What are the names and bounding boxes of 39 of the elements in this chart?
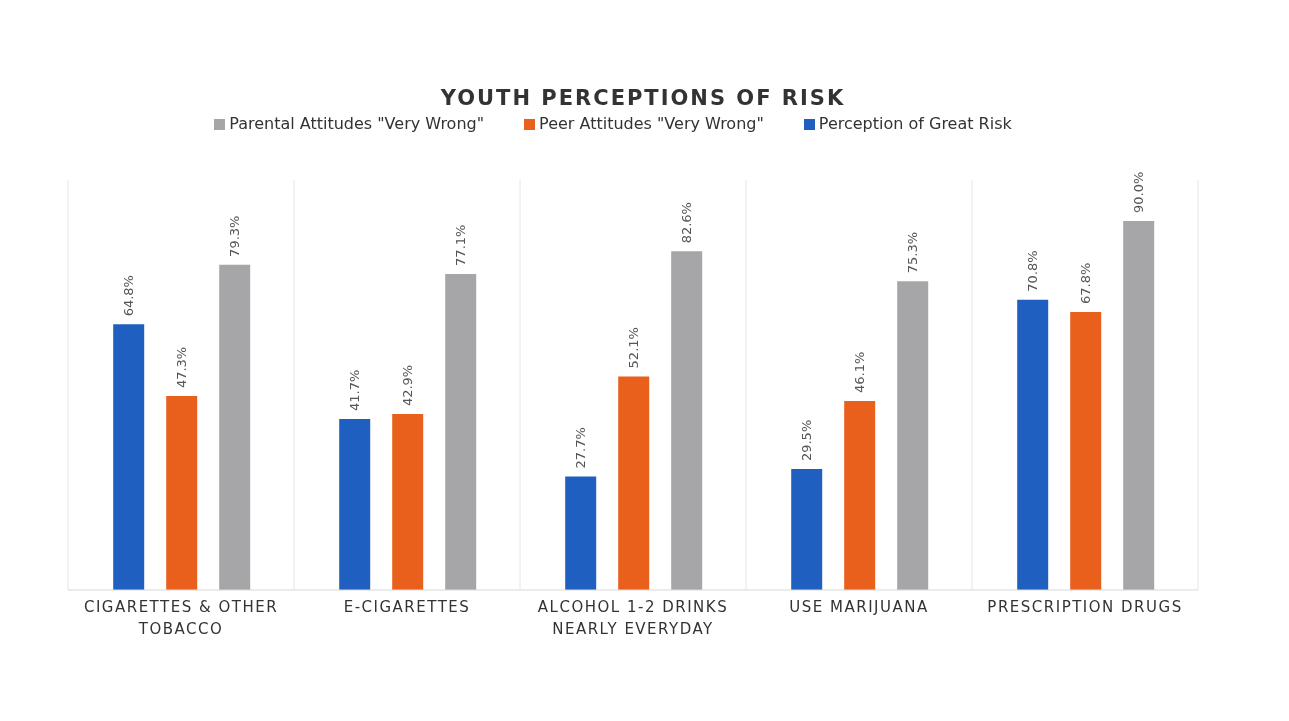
legend-label: Perception of Great Risk <box>818 114 1012 133</box>
x-tick-label: E-CIGARETTES <box>343 598 471 616</box>
x-tick-label: PRESCRIPTION DRUGS <box>987 598 1183 616</box>
x-tick-label: CIGARETTES & OTHER TOBACCO <box>83 598 279 638</box>
data-label: 70.8% <box>1025 250 1041 292</box>
data-label: 52.1% <box>626 327 642 369</box>
data-label: 82.6% <box>679 202 695 244</box>
bar <box>339 419 371 590</box>
bar <box>392 414 424 590</box>
data-label: 75.3% <box>905 231 921 274</box>
bar <box>671 251 703 590</box>
bar <box>166 396 198 590</box>
legend-label: Peer Attitudes "Very Wrong" <box>539 114 764 133</box>
data-label: 64.8% <box>121 275 137 317</box>
bar <box>565 476 597 590</box>
x-tick-label: ALCOHOL 1-2 DRINKS NEARLY EVERYDAY <box>537 598 729 638</box>
bar <box>1123 221 1155 590</box>
data-label: 29.5% <box>799 419 815 462</box>
bar <box>844 400 876 590</box>
data-label: 79.3% <box>227 215 243 257</box>
bar <box>219 264 251 590</box>
data-label: 46.1% <box>852 351 868 393</box>
data-label: 67.8% <box>1078 262 1094 305</box>
bar <box>445 273 477 590</box>
chart-title: YOUTH PERCEPTIONS OF RISK <box>439 85 847 110</box>
bar <box>897 281 929 590</box>
data-label: 42.9% <box>400 364 416 407</box>
legend-label: Parental Attitudes "Very Wrong" <box>229 114 485 133</box>
data-label: 77.1% <box>453 224 469 266</box>
bar <box>1070 312 1102 590</box>
x-tick-label: USE MARIJUANA <box>789 598 929 616</box>
data-label: 27.7% <box>573 427 589 469</box>
data-label: 47.3% <box>174 346 190 389</box>
bar <box>1017 299 1049 590</box>
bar <box>618 376 650 590</box>
bar <box>791 469 823 590</box>
data-label: 41.7% <box>347 369 363 412</box>
data-label: 90.0% <box>1131 171 1147 213</box>
bar <box>113 324 145 590</box>
